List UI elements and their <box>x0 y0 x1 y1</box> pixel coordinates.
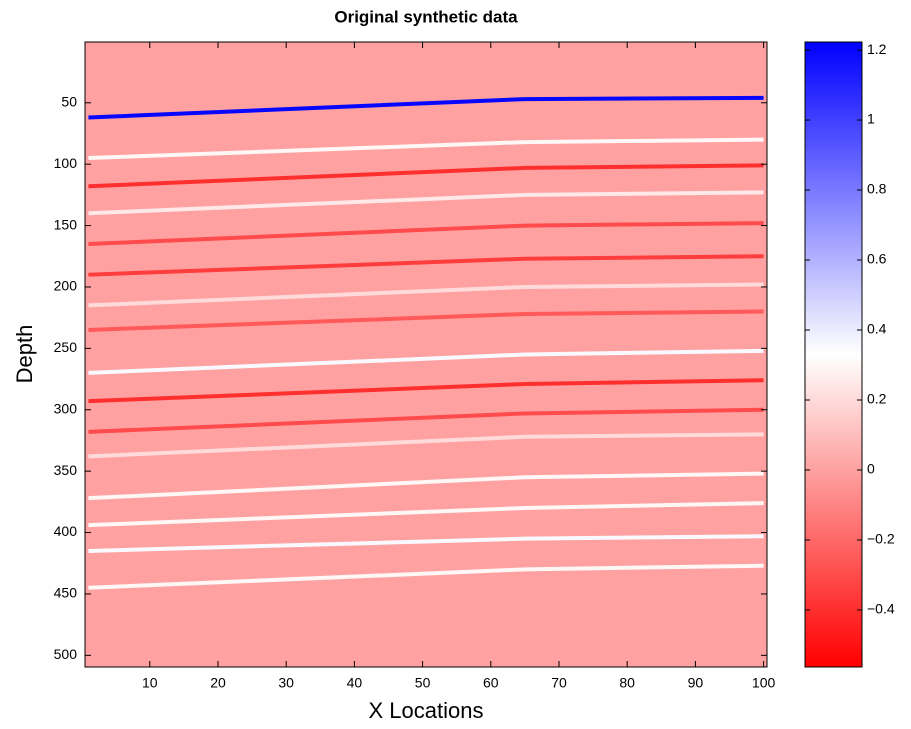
y-axis-label: Depth <box>12 325 37 384</box>
x-tick-label: 20 <box>210 675 226 691</box>
reflector <box>88 432 764 459</box>
reflector <box>88 137 764 161</box>
y-tick-label: 100 <box>54 155 78 171</box>
reflector <box>88 190 764 216</box>
x-tick-label: 90 <box>688 675 704 691</box>
reflector <box>88 471 764 501</box>
reflector <box>88 254 764 277</box>
reflector <box>88 282 764 308</box>
reflector <box>88 348 764 375</box>
reflector <box>88 501 764 528</box>
x-axis-label: X Locations <box>369 698 484 723</box>
x-tick-label: 50 <box>415 675 431 691</box>
y-tick-label: 50 <box>61 93 77 109</box>
reflector <box>88 309 764 332</box>
chart-title: Original synthetic data <box>334 7 518 26</box>
reflector <box>88 95 764 120</box>
reflector <box>88 407 764 434</box>
y-tick-label: 500 <box>54 646 78 662</box>
y-tick-label: 250 <box>54 339 78 355</box>
colorbar-tick-label: 0.8 <box>867 181 887 197</box>
x-tick-label: 100 <box>752 675 776 691</box>
x-tick-label: 30 <box>278 675 294 691</box>
reflector <box>88 378 764 404</box>
x-tick-label: 60 <box>483 675 499 691</box>
x-tick-label: 70 <box>551 675 567 691</box>
y-tick-label: 400 <box>54 523 78 539</box>
x-tick-label: 40 <box>347 675 363 691</box>
plot-frame <box>84 41 768 668</box>
reflector <box>88 163 764 189</box>
colorbar-tick-label: 1 <box>867 111 875 127</box>
colorbar-tick-label: 0.4 <box>867 321 887 337</box>
reflectors <box>88 95 764 590</box>
y-tick-label: 200 <box>54 278 78 294</box>
colorbar-tick-label: −0.2 <box>867 531 895 547</box>
colorbar-tick-label: 0.6 <box>867 251 887 267</box>
y-tick-label: 150 <box>54 216 78 232</box>
reflector <box>88 221 764 246</box>
colorbar-tick-label: 1.2 <box>867 41 887 57</box>
x-tick-label: 10 <box>142 675 158 691</box>
colorbar-tick-label: 0 <box>867 461 875 477</box>
colorbar-tick-label: −0.4 <box>867 601 895 617</box>
colorbar-tick-label: 0.2 <box>867 391 887 407</box>
y-tick-label: 450 <box>54 585 78 601</box>
reflector <box>88 563 764 590</box>
y-tick-label: 350 <box>54 462 78 478</box>
colorbar <box>804 41 863 668</box>
y-tick-label: 300 <box>54 400 78 416</box>
x-tick-label: 80 <box>619 675 635 691</box>
reflector <box>88 534 764 553</box>
